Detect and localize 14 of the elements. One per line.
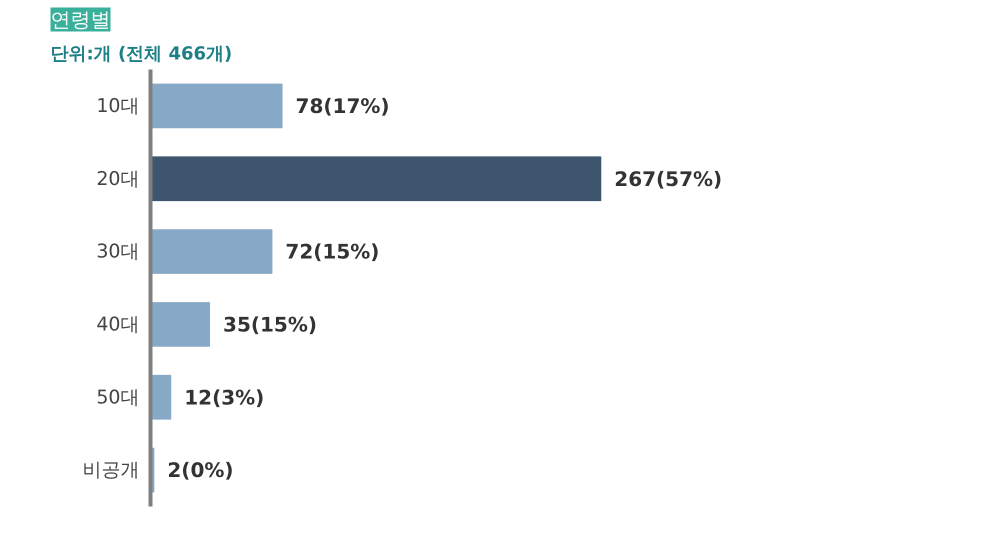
y-tick-label: 30대: [96, 240, 140, 263]
data-label: 2(0%): [167, 458, 234, 482]
data-label: 267(57%): [614, 166, 722, 191]
y-tick-label: 비공개: [82, 459, 140, 482]
y-tick-label: 50대: [96, 386, 140, 408]
data-label: 78(17%): [296, 94, 390, 118]
y-tick-label: 10대: [96, 94, 140, 117]
y-tick-label: 20대: [96, 168, 140, 190]
chart-subtitle: 단위:개 (전체 466개): [50, 44, 232, 64]
data-label: 12(3%): [184, 385, 264, 410]
data-label: 35(15%): [223, 312, 318, 336]
data-label: 72(15%): [285, 240, 380, 264]
y-tick-label: 40대: [96, 313, 140, 336]
chart-title: 연령별: [50, 8, 110, 32]
